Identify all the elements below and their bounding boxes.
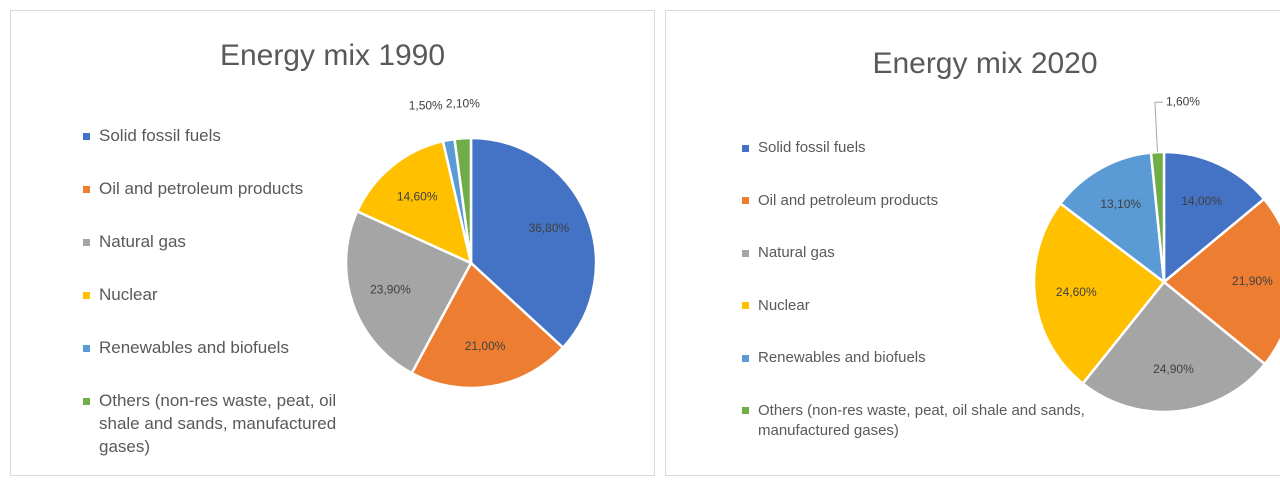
legend-label: Others (non-res waste, peat, oil shale a… — [99, 391, 337, 456]
legend-swatch — [83, 291, 90, 299]
legend-item: Renewables and biofuels — [742, 348, 1152, 401]
legend-item: Others (non-res waste, peat, oil shale a… — [83, 390, 373, 459]
legend-swatch — [742, 144, 749, 152]
legend-swatch — [83, 397, 90, 405]
legend-label: Renewables and biofuels — [758, 349, 926, 366]
chart-title: Energy mix 1990 — [219, 39, 446, 72]
data-label: 36,80% — [528, 221, 569, 235]
chart-panel: 36,80% 21,00% 23,90% 14,60% 1,50% 2,10% Energy… — [10, 10, 655, 476]
data-label: 21,00% — [465, 339, 506, 353]
legend-swatch — [83, 238, 90, 246]
chart-title: Energy mix 2020 — [872, 47, 1098, 80]
pie-slice — [1058, 151, 1166, 285]
legend-item: Natural gas — [83, 231, 373, 284]
data-label: 2,10% — [446, 97, 480, 111]
chart-panel: 14,00% 21,90% 24,90% 24,60% 13,10% 1,60% Energ… — [665, 10, 1280, 476]
data-label: 1,50% — [409, 99, 443, 113]
data-label: 21,90% — [1232, 274, 1273, 288]
pie-slice — [453, 136, 473, 264]
legend-label: Nuclear — [758, 296, 810, 314]
pie-slice — [1162, 197, 1280, 366]
legend-item: Oil and petroleum products — [742, 191, 1152, 244]
legend-item: Nuclear — [742, 296, 1152, 349]
legend-swatch — [742, 407, 749, 415]
pie-slice — [410, 260, 565, 390]
legend-item: Solid fossil fuels — [742, 138, 1152, 191]
pie-chart: 36,80% 21,00% 23,90% 14,60% 1,50% 2,10% — [344, 97, 598, 390]
leader-line — [1154, 101, 1163, 153]
legend-label: Solid fossil fuels — [99, 126, 221, 145]
legend-label: Others (non-res waste, peat, oil shale a… — [758, 401, 1085, 439]
pie-slice — [344, 209, 473, 375]
legend-label: Natural gas — [99, 232, 186, 251]
pie-slice — [1162, 150, 1266, 285]
legend-label: Renewables and biofuels — [99, 338, 289, 357]
legend-item: Solid fossil fuels — [83, 125, 373, 178]
pie-slice — [355, 139, 473, 266]
legend-swatch — [742, 197, 749, 205]
legend-item: Natural gas — [742, 243, 1152, 296]
pie-slice — [469, 136, 598, 350]
legend: Solid fossil fuels Oil and petroleum prod… — [742, 138, 1152, 441]
pie-slice — [1081, 280, 1267, 414]
legend-label: Nuclear — [99, 285, 158, 304]
legend-swatch — [742, 354, 749, 362]
data-label: 23,90% — [370, 282, 411, 296]
legend-label: Solid fossil fuels — [758, 139, 866, 156]
legend-item: Renewables and biofuels — [83, 337, 373, 390]
pie-slice — [1032, 201, 1166, 386]
legend-item: Oil and petroleum products — [83, 178, 373, 231]
data-label: 14,60% — [397, 189, 438, 203]
legend-label: Natural gas — [758, 244, 835, 261]
legend-swatch — [742, 249, 749, 257]
data-label: 24,60% — [1056, 285, 1097, 299]
data-label: 14,00% — [1181, 194, 1222, 208]
legend: Solid fossil fuels Oil and petroleum prod… — [83, 125, 373, 459]
legend-swatch — [83, 132, 90, 140]
legend-swatch — [83, 185, 90, 193]
legend-label: Oil and petroleum products — [99, 179, 304, 198]
data-label: 1,60% — [1166, 94, 1200, 108]
legend-item: Nuclear — [83, 284, 373, 337]
legend-swatch — [83, 344, 90, 352]
legend-label: Oil and petroleum products — [758, 191, 939, 209]
legend-swatch — [742, 302, 749, 310]
pie-chart: 14,00% 21,90% 24,90% 24,60% 13,10% 1,60% — [1032, 94, 1280, 414]
data-label: 13,10% — [1100, 197, 1141, 211]
legend-item: Others (non-res waste, peat, oil shale a… — [742, 401, 1152, 442]
data-label: 24,90% — [1153, 362, 1194, 376]
